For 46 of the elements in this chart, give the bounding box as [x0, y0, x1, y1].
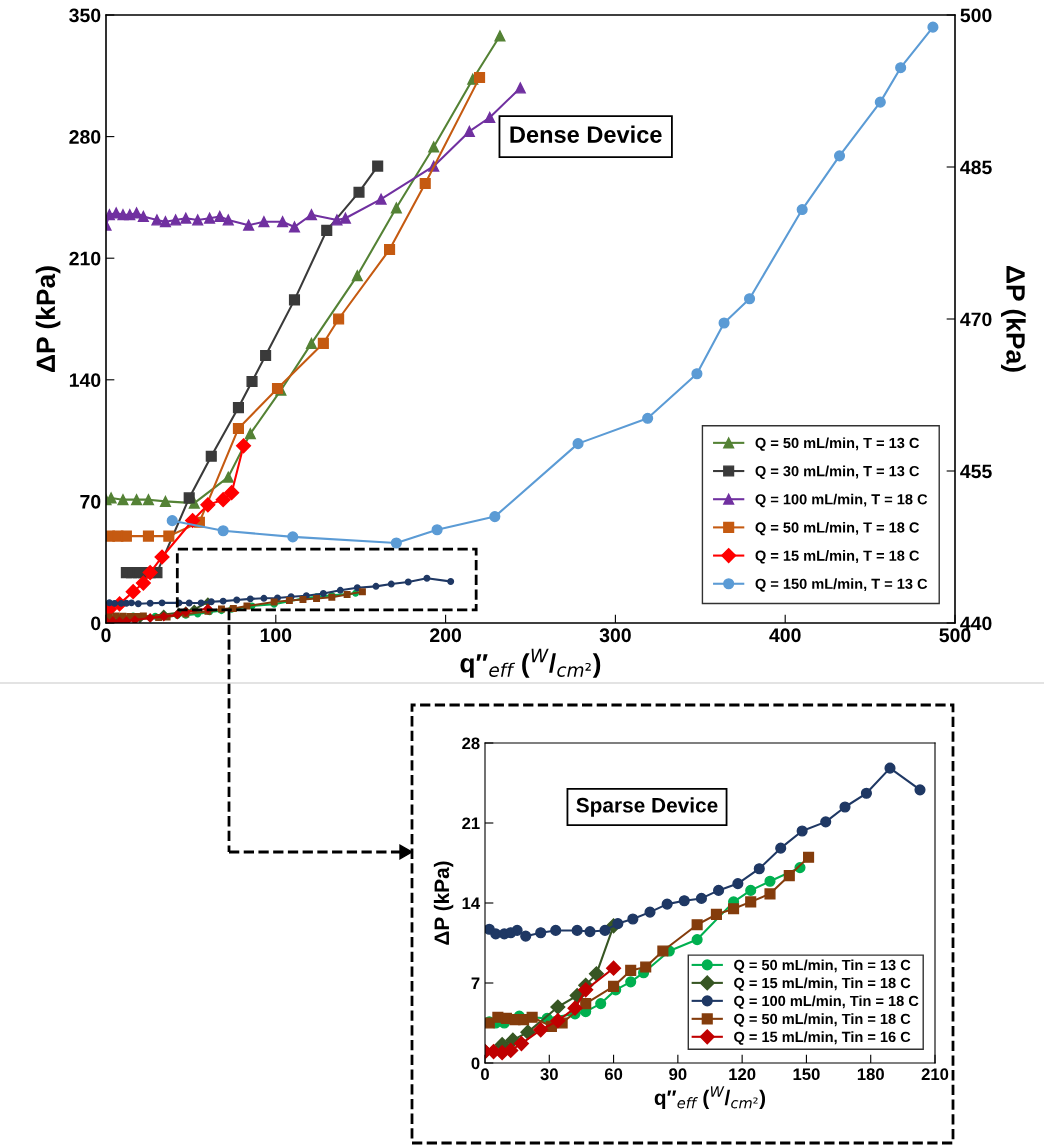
x-tick-label: 300 [599, 628, 631, 643]
x-tick-label: 30 [540, 1068, 558, 1081]
annotation: Sparse Device [576, 797, 718, 817]
y-axis-title: ΔP (kPa) [35, 266, 61, 372]
y-tick-label: 7 [471, 977, 480, 990]
legend-label: Q = 30 mL/min, T = 13 C [755, 465, 920, 480]
legend-label: Q = 150 mL/min, T = 13 C [755, 578, 928, 592]
legend-label: Q = 15 mL/min, Tin = 18 C [734, 977, 911, 991]
legend-label: Q = 100 mL/min, Tin = 18 C [734, 995, 919, 1009]
x-tick-label: 0 [481, 1068, 489, 1081]
y2-axis-title: ΔP (kPa) [1001, 266, 1026, 372]
y-tick-label: 0 [471, 1057, 480, 1070]
legend-label: Q = 15 mL/min, T = 18 C [755, 550, 920, 564]
legend-label: Q = 50 mL/min, Tin = 18 C [734, 1013, 911, 1027]
y-tick-label: 70 [80, 494, 101, 509]
x-tick-label: 120 [729, 1068, 756, 1081]
y-tick-label: 350 [69, 8, 101, 23]
y-tick-label: 21 [462, 817, 480, 830]
annotation: Dense Device [510, 125, 662, 143]
x-tick-label: 210 [921, 1068, 949, 1081]
x-tick-label: 200 [430, 628, 462, 643]
y2-tick-label: 470 [960, 312, 992, 327]
x-tick-label: 60 [604, 1068, 623, 1081]
legend-label: Q = 15 mL/min, Tin = 16 C [734, 1031, 911, 1045]
legend-label: Q = 50 mL/min, T = 13 C [755, 437, 920, 451]
y-tick-label: 28 [462, 737, 480, 750]
y-tick-label: 0 [91, 616, 101, 631]
y-tick-label: 14 [462, 897, 481, 910]
y-axis-title: ΔP (kPa) [433, 861, 454, 945]
x-tick-label: 90 [669, 1068, 687, 1081]
y2-tick-label: 500 [960, 8, 992, 23]
x-tick-label: 100 [260, 628, 292, 643]
x-axis-title: q″$_{eff}$ ($^{W}$/$_{cm²}$) [654, 1086, 766, 1110]
x-tick-label: 400 [769, 628, 801, 643]
y2-tick-label: 455 [960, 464, 992, 479]
x-axis-title: q″$_{eff}$ ($^{W}$/$_{cm²}$) [460, 648, 601, 678]
y-tick-label: 280 [69, 130, 101, 144]
x-tick-label: 180 [857, 1068, 884, 1081]
legend-label: Q = 50 mL/min, Tin = 13 C [734, 959, 911, 973]
y2-tick-label: 485 [960, 160, 992, 175]
x-tick-label: 150 [793, 1068, 820, 1081]
legend-label: Q = 100 mL/min, T = 18 C [755, 493, 928, 508]
x-tick-label: 0 [101, 628, 111, 643]
legend-label: Q = 50 mL/min, T = 18 C [755, 521, 920, 536]
y-tick-label: 210 [69, 251, 101, 266]
y-tick-label: 140 [69, 373, 101, 388]
